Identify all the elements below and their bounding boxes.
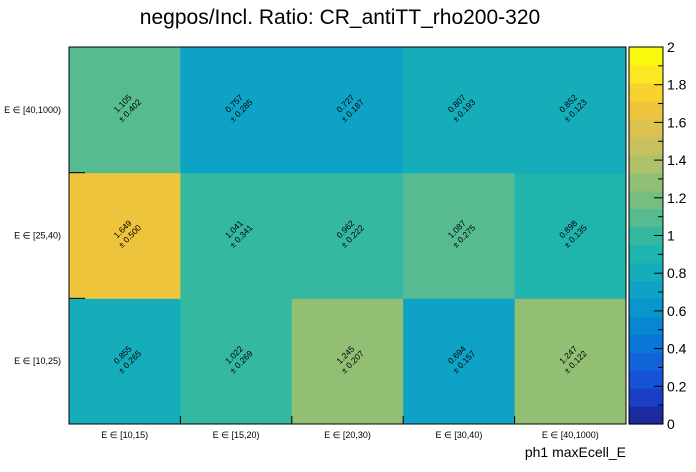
- color-scale-band: [629, 316, 663, 335]
- heatmap-cells: [69, 47, 627, 425]
- color-scale-band: [629, 47, 663, 66]
- heatmap-cell: [403, 47, 516, 174]
- color-scale-tick-label: 1: [667, 228, 675, 244]
- color-scale-tick-label: 1.4: [667, 152, 687, 168]
- y-tick-labels: E ∈ [10,25) E ∈ [25,40) E ∈ [40,1000): [4, 105, 85, 425]
- heatmap-cell: [514, 47, 627, 174]
- color-scale-band: [629, 388, 663, 407]
- color-scale-band: [629, 352, 663, 371]
- color-scale-tick-label: 1.8: [667, 77, 687, 93]
- heatmap-cell: [291, 47, 404, 174]
- color-scale-band: [629, 172, 663, 192]
- x-tick-label: E ∈ [20,30): [324, 430, 371, 440]
- plot-frame: [68, 46, 627, 425]
- color-scale-band: [629, 100, 663, 120]
- color-scale-ticks: 0 0.2 0.4 0.6 0.8 1 1.2 1.4 1.6 1.8 2: [654, 39, 687, 432]
- color-scale-band: [629, 280, 663, 299]
- color-scale-band: [629, 298, 663, 317]
- heatmap-cell: [291, 298, 404, 425]
- heatmap-cell: [180, 172, 293, 299]
- x-axis-label: ph1 maxEcell_E: [525, 444, 626, 460]
- color-scale-tick-label: 2: [667, 39, 675, 55]
- heatmap-cell: [180, 298, 293, 425]
- color-scale-band: [629, 82, 663, 102]
- heatmap-cell: [69, 172, 181, 299]
- heatmap-cell: [69, 298, 181, 425]
- heatmap-cell: [514, 298, 627, 425]
- color-scale-band: [629, 406, 663, 425]
- heatmap-cell: [291, 172, 404, 299]
- color-scale-band: [629, 136, 663, 156]
- heatmap-cell: [403, 298, 516, 425]
- color-scale-band: [629, 244, 663, 264]
- color-scale-band: [629, 334, 663, 353]
- y-tick-label: E ∈ [10,25): [14, 356, 61, 366]
- color-scale-tick-label: 0.2: [667, 378, 687, 394]
- y-tick-label: E ∈ [25,40): [14, 231, 61, 241]
- color-scale-band: [629, 190, 663, 210]
- x-tick-label: E ∈ [10,15): [101, 430, 148, 440]
- color-scale-band: [629, 154, 663, 174]
- heatmap-cell: [403, 172, 516, 299]
- chart-title: negpos/Incl. Ratio: CR_antiTT_rho200-320: [140, 6, 540, 29]
- color-scale-band: [629, 64, 663, 84]
- color-scale-band: [629, 208, 663, 228]
- color-scale-band: [629, 226, 663, 246]
- x-tick-label: E ∈ [15,20): [213, 430, 260, 440]
- color-scale-tick-label: 0.6: [667, 303, 687, 319]
- x-tick-label: E ∈ [30,40): [435, 430, 482, 440]
- color-scale-tick-label: 1.2: [667, 190, 687, 206]
- x-tick-label: E ∈ [40,1000): [542, 430, 599, 440]
- color-scale-band: [629, 370, 663, 389]
- y-tick-label: E ∈ [40,1000): [4, 105, 61, 115]
- color-scale-tick-label: 0.4: [667, 341, 687, 357]
- color-scale-band: [629, 262, 663, 281]
- heatmap-cell: [69, 47, 181, 174]
- color-scale-tick-label: 1.6: [667, 114, 687, 130]
- color-scale-band: [629, 118, 663, 138]
- x-tick-labels: E ∈ [10,15) E ∈ [15,20) E ∈ [20,30) E ∈ [30…: [68, 416, 599, 440]
- heatmap-cell: [180, 47, 293, 174]
- color-scale-bar: [629, 47, 663, 425]
- color-scale-tick-label: 0.8: [667, 265, 687, 281]
- color-scale-tick-label: 0: [667, 416, 675, 432]
- heatmap-cell: [514, 172, 627, 299]
